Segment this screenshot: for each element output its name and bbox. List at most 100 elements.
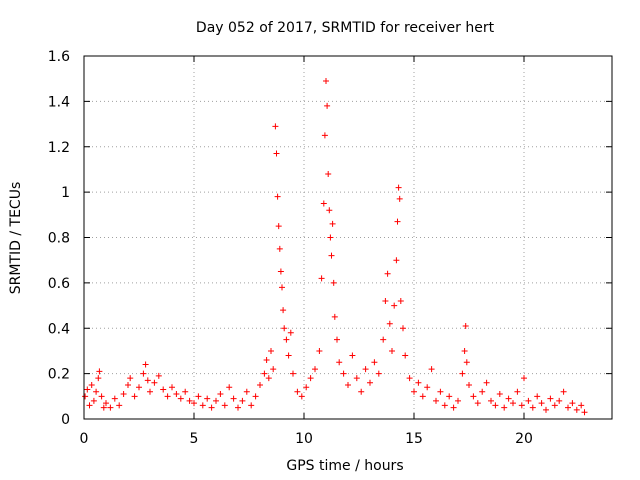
data-point (182, 388, 189, 395)
y-tick-label: 1 (61, 185, 70, 201)
data-point (406, 375, 413, 382)
y-tick-label: 1.2 (48, 140, 70, 156)
data-point (230, 395, 237, 402)
data-point (534, 393, 541, 400)
data-point (323, 77, 329, 84)
data-point (389, 347, 395, 354)
data-point (492, 402, 499, 409)
data-point (386, 320, 393, 327)
data-point (142, 361, 149, 368)
data-point (321, 132, 328, 139)
data-point (125, 381, 131, 388)
data-point (437, 388, 444, 395)
data-point (510, 400, 516, 407)
data-point (479, 388, 486, 395)
data-point (514, 388, 521, 395)
data-point (272, 123, 279, 130)
data-point (396, 195, 403, 202)
data-point (160, 386, 167, 393)
data-point (84, 386, 91, 393)
data-point (331, 313, 338, 320)
data-point (371, 359, 378, 366)
data-point (328, 252, 335, 259)
data-point (90, 397, 97, 404)
data-point (186, 397, 193, 404)
data-point (446, 393, 453, 400)
data-point (565, 404, 571, 411)
data-point (466, 381, 472, 388)
chart-title: Day 052 of 2017, SRMTID for receiver her… (196, 20, 495, 36)
data-point (340, 370, 347, 377)
data-point (488, 397, 494, 404)
data-point (325, 170, 332, 177)
data-point (281, 325, 288, 332)
y-tick-label: 0 (61, 412, 70, 428)
data-point (270, 366, 277, 373)
data-point (155, 372, 162, 379)
data-point (226, 384, 233, 391)
data-point (263, 357, 270, 364)
data-point (283, 336, 290, 343)
data-point (151, 379, 158, 386)
data-point (268, 347, 274, 354)
x-tick-label: 5 (190, 431, 199, 447)
data-point (290, 370, 296, 377)
data-point (336, 359, 343, 366)
data-point (136, 384, 142, 391)
data-point (394, 218, 401, 225)
data-point (358, 388, 365, 395)
y-tick-label: 1.6 (48, 49, 70, 65)
data-point (173, 391, 180, 398)
data-point (459, 370, 466, 377)
data-point (307, 375, 314, 382)
data-point (120, 391, 127, 398)
data-point (384, 270, 391, 277)
data-point (265, 375, 272, 382)
data-point (96, 368, 103, 375)
data-point (419, 393, 426, 400)
data-point (367, 379, 373, 386)
data-point (349, 352, 356, 359)
data-point (441, 402, 448, 409)
x-tick-label: 0 (80, 431, 89, 447)
data-point (100, 404, 107, 411)
data-point (279, 284, 285, 291)
data-point (312, 366, 318, 373)
data-point (243, 388, 250, 395)
data-point (470, 393, 477, 400)
data-point (239, 397, 246, 404)
data-point (334, 336, 340, 343)
data-point (273, 150, 280, 157)
data-point (235, 404, 241, 411)
data-point (144, 377, 151, 384)
data-point (298, 393, 305, 400)
data-point (463, 359, 470, 366)
data-point (116, 402, 123, 409)
y-tick-label: 1.4 (48, 94, 70, 110)
data-point (217, 391, 224, 398)
data-point (86, 402, 93, 409)
data-point (169, 384, 175, 391)
data-point (569, 400, 576, 407)
data-point (428, 366, 435, 373)
data-point (131, 393, 138, 400)
grid (84, 56, 612, 419)
data-point (329, 220, 336, 227)
data-point (560, 388, 567, 395)
data-point (208, 404, 215, 411)
data-point (88, 381, 95, 388)
y-tick-label: 0.2 (48, 367, 70, 383)
data-point (98, 393, 105, 400)
data-point (380, 336, 387, 343)
data-point (127, 375, 134, 382)
data-point (483, 379, 490, 386)
data-point (195, 393, 202, 400)
data-point (199, 402, 206, 409)
data-point (375, 370, 382, 377)
data-point (400, 325, 406, 332)
y-tick-label: 0.4 (48, 321, 70, 337)
data-point (324, 102, 331, 109)
data-point (547, 395, 554, 402)
data-point (518, 402, 525, 409)
